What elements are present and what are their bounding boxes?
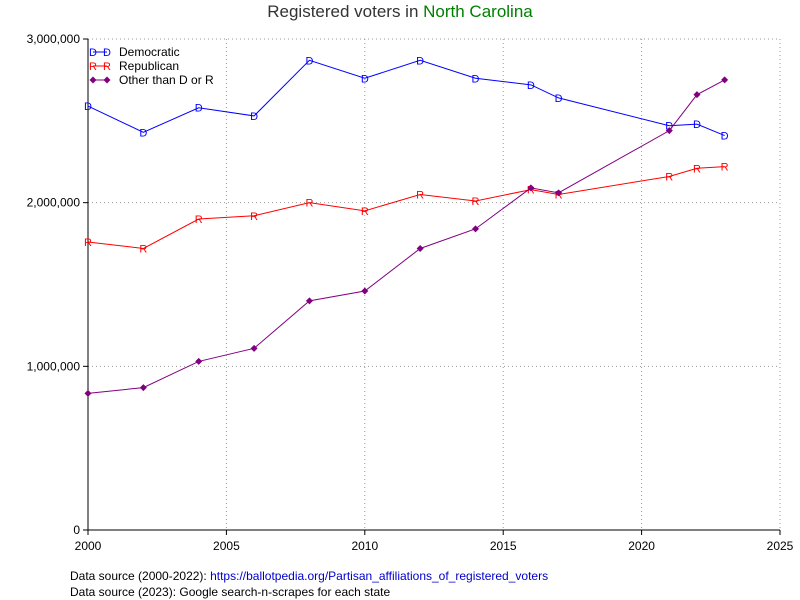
legend-marker-other-than-d-or-r xyxy=(103,76,111,84)
data-point-democratic: D xyxy=(361,73,369,85)
legend-marker-democratic: D xyxy=(89,47,97,59)
data-point-democratic: D xyxy=(195,103,203,115)
legend-marker-republican: R xyxy=(103,61,111,73)
data-point-democratic: D xyxy=(139,127,147,139)
source-line-2: Data source (2023): Google search-n-scra… xyxy=(70,585,391,599)
y-tick-label: 1,000,000 xyxy=(27,359,81,373)
data-point-republican: R xyxy=(361,206,369,218)
series-other-than-d-or-r xyxy=(84,76,729,397)
data-point-democratic: D xyxy=(472,73,480,85)
chart-title-state: North Carolina xyxy=(423,2,533,21)
data-point-democratic: D xyxy=(665,121,673,133)
series-republican: RRRRRRRRRRRRR xyxy=(84,162,729,256)
data-point-republican: R xyxy=(416,189,424,201)
source-label-1: Data source (2000-2022): xyxy=(70,569,207,583)
series-line-republican xyxy=(87,166,725,250)
x-tick-label: 2005 xyxy=(213,539,240,553)
data-point-republican: R xyxy=(139,243,147,255)
data-point-democratic: D xyxy=(693,119,701,131)
legend-label-other-than-d-or-r: Other than D or R xyxy=(119,73,214,87)
data-point-democratic: D xyxy=(305,55,313,67)
data-point-republican: R xyxy=(721,162,729,174)
data-point-republican: R xyxy=(305,198,313,210)
legend-marker-other-than-d-or-r xyxy=(89,76,97,84)
chart-title: Registered voters in North Carolina xyxy=(0,2,800,22)
legend-marker-democratic: D xyxy=(103,47,111,59)
data-point-republican: R xyxy=(250,211,258,223)
legend-label-democratic: Democratic xyxy=(119,45,180,59)
source-line-1: Data source (2000-2022): https://ballotp… xyxy=(70,569,548,583)
y-tick-label: 2,000,000 xyxy=(27,196,81,210)
data-point-republican: R xyxy=(693,163,701,175)
data-point-other-than-d-or-r xyxy=(693,91,701,99)
data-point-democratic: D xyxy=(84,101,92,113)
chart-title-prefix: Registered voters in xyxy=(267,2,424,21)
data-point-democratic: D xyxy=(527,80,535,92)
data-point-other-than-d-or-r xyxy=(361,287,369,295)
data-point-other-than-d-or-r xyxy=(472,225,480,233)
data-point-republican: R xyxy=(472,196,480,208)
data-point-other-than-d-or-r xyxy=(139,384,147,392)
series-democratic: D D D D D D D D D D D D D xyxy=(84,55,729,142)
x-tick-label: 2020 xyxy=(628,539,655,553)
x-tick-label: 2015 xyxy=(490,539,517,553)
data-point-democratic: D xyxy=(555,93,563,105)
data-point-republican: R xyxy=(84,237,92,249)
data-point-other-than-d-or-r xyxy=(416,244,424,252)
data-point-other-than-d-or-r xyxy=(527,184,535,192)
series-line-other-than-d-or-r xyxy=(87,79,725,394)
data-point-republican: R xyxy=(195,214,203,226)
data-point-other-than-d-or-r xyxy=(84,389,92,397)
series-line-democratic xyxy=(87,59,725,137)
source-link[interactable]: https://ballotpedia.org/Partisan_affilia… xyxy=(210,569,549,583)
data-point-other-than-d-or-r xyxy=(250,344,258,352)
y-tick-label: 3,000,000 xyxy=(27,32,81,46)
y-tick-label: 0 xyxy=(73,523,80,537)
x-tick-label: 2000 xyxy=(75,539,102,553)
data-point-other-than-d-or-r xyxy=(555,189,563,197)
legend-marker-republican: R xyxy=(89,61,97,73)
plot-area: 2000 2005 2010 2015 2020 2025 0 1,000,000 2,000,… xyxy=(27,32,794,553)
x-tick-label: 2010 xyxy=(351,539,378,553)
data-point-democratic: D xyxy=(721,131,729,143)
data-point-democratic: D xyxy=(250,111,258,123)
x-tick-label: 2025 xyxy=(767,539,794,553)
data-point-republican: R xyxy=(665,171,673,183)
data-point-other-than-d-or-r xyxy=(305,297,313,305)
data-point-other-than-d-or-r xyxy=(721,76,729,84)
data-point-other-than-d-or-r xyxy=(195,357,203,365)
data-point-other-than-d-or-r xyxy=(665,127,673,135)
legend-label-republican: Republican xyxy=(119,59,179,73)
data-point-democratic: D xyxy=(416,55,424,67)
